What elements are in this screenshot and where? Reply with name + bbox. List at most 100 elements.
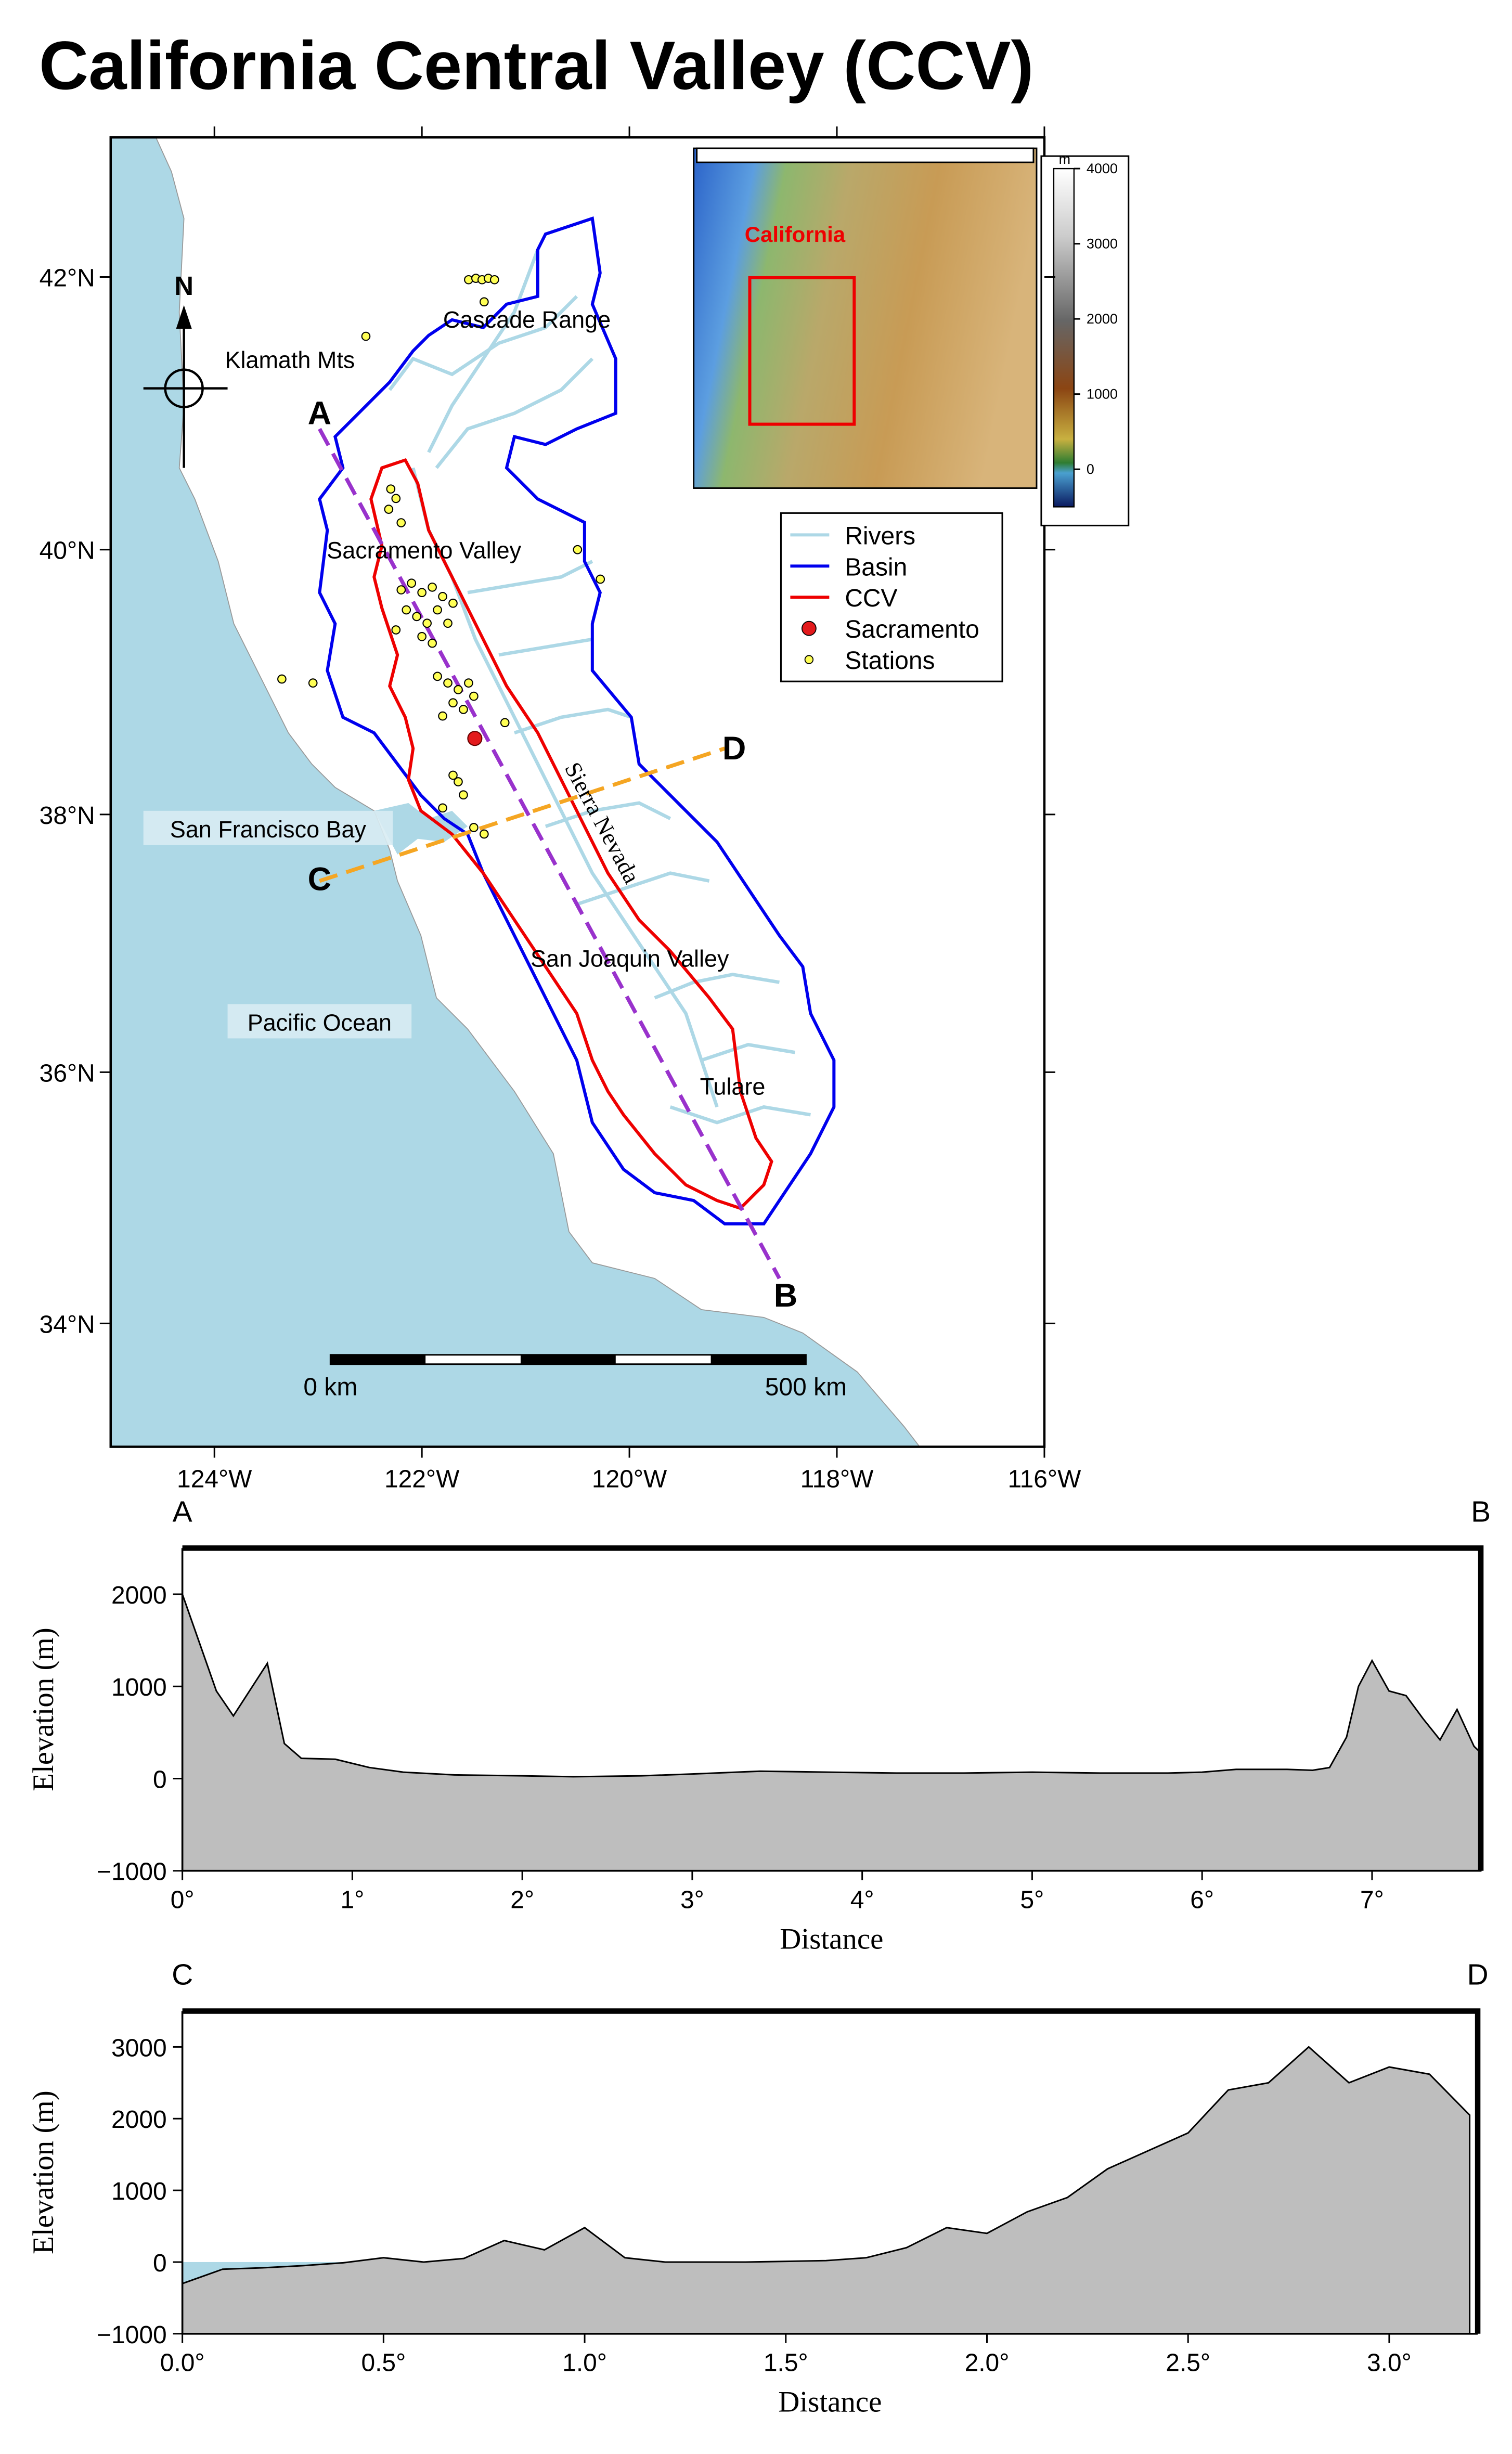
river — [669, 1105, 811, 1125]
y-tick-label: −1000 — [97, 1858, 167, 1886]
station — [448, 598, 458, 608]
ocean — [110, 137, 921, 1447]
river — [654, 973, 780, 1000]
x-tick-label: 122°W — [384, 1465, 460, 1493]
place-label: San Joaquin Valley — [531, 946, 729, 972]
place-label: Pacific Ocean — [248, 1009, 392, 1036]
legend-label: CCV — [845, 585, 897, 612]
station — [573, 545, 583, 554]
x-tick-label: 1.0° — [562, 2349, 607, 2377]
y-tick-label: 40°N — [40, 537, 95, 565]
profile-start-label: A — [173, 1495, 192, 1528]
place-label: San Francisco Bay — [170, 816, 367, 843]
station — [469, 823, 479, 832]
x-tick-label: 116°W — [1008, 1465, 1082, 1493]
station — [500, 718, 510, 728]
scale-label: 0 km — [303, 1374, 357, 1401]
x-tick-label: 0° — [171, 1887, 195, 1914]
station — [448, 770, 458, 780]
north-arrow — [143, 305, 228, 468]
colorbar-tick-label: 3000 — [1087, 236, 1118, 252]
stations — [277, 274, 605, 839]
station — [422, 618, 432, 628]
station — [396, 585, 406, 595]
station — [407, 578, 417, 588]
inset-study-area — [748, 276, 856, 426]
colorbar-tick-label: 2000 — [1087, 311, 1118, 327]
axis-frame — [182, 2008, 1481, 2334]
legend-swatch — [804, 655, 814, 664]
y-tick-label: 2000 — [111, 2106, 167, 2134]
profile-end-label: D — [1467, 1958, 1489, 1991]
x-tick-label: 3.0° — [1367, 2349, 1412, 2377]
sacramento — [467, 731, 483, 746]
legend-label: Rivers — [845, 522, 915, 550]
axis-frame — [181, 1548, 1481, 1872]
profile-start-label: C — [172, 1958, 193, 1991]
x-axis-label: Distance — [780, 1923, 883, 1956]
place-label: Cascade Range — [443, 306, 611, 333]
scale-segment — [710, 1354, 806, 1364]
y-tick-label: 0 — [153, 1766, 167, 1793]
elevation-area — [182, 1594, 1482, 1872]
ccv-boundary — [369, 458, 773, 1210]
station — [277, 674, 287, 684]
river — [388, 295, 578, 391]
station — [448, 698, 458, 708]
station — [361, 331, 371, 341]
x-tick-label: 7° — [1360, 1887, 1384, 1914]
station — [433, 671, 442, 681]
river — [701, 1042, 795, 1062]
profile-line-cd — [319, 746, 726, 883]
place-label: Klamath Mts — [225, 347, 355, 373]
legend-label: Sacramento — [845, 616, 979, 643]
station — [454, 777, 463, 786]
x-tick-label: 0.5° — [361, 2349, 406, 2377]
basin-boundary — [318, 216, 836, 1226]
x-tick-label: 3° — [680, 1887, 704, 1914]
y-tick-label: 42°N — [40, 264, 95, 292]
y-axis-label: Elevation (m) — [27, 1628, 60, 1791]
x-tick-label: 0.0° — [160, 2349, 205, 2377]
x-axis-label: Distance — [778, 2386, 882, 2419]
station — [443, 618, 453, 628]
y-tick-label: 36°N — [40, 1060, 95, 1087]
station — [391, 494, 401, 503]
legend-swatch — [802, 621, 817, 636]
station — [489, 275, 499, 285]
title: California Central Valley (CCV) — [39, 27, 1033, 104]
y-tick-label: 3000 — [111, 2034, 167, 2062]
station — [469, 691, 479, 701]
colorbar-unit: m — [1059, 151, 1070, 167]
inset-label: California — [745, 222, 846, 247]
y-tick-label: 34°N — [40, 1311, 95, 1338]
scale-bar — [329, 1354, 807, 1365]
y-tick-label: 38°N — [40, 802, 95, 830]
profile-label: D — [722, 730, 746, 767]
colorbar-tick-label: 4000 — [1087, 161, 1118, 176]
station — [479, 297, 489, 307]
y-tick-label: 2000 — [111, 1582, 167, 1609]
station — [464, 678, 473, 688]
river — [576, 871, 710, 906]
north-label: N — [174, 271, 193, 301]
inset-relief — [693, 147, 1038, 489]
legend-label: Basin — [845, 553, 907, 581]
colorbar — [1053, 167, 1075, 508]
station — [438, 711, 447, 721]
station — [428, 638, 437, 648]
x-tick-label: 4° — [850, 1887, 874, 1914]
legend-label: Stations — [845, 647, 935, 675]
river — [513, 707, 632, 735]
x-tick-label: 6° — [1190, 1887, 1214, 1914]
station — [596, 574, 605, 584]
elevation-area — [182, 2046, 1471, 2335]
station — [433, 605, 442, 615]
scale-segment — [330, 1354, 426, 1364]
station — [459, 705, 468, 714]
station — [417, 588, 427, 598]
station — [391, 625, 401, 635]
